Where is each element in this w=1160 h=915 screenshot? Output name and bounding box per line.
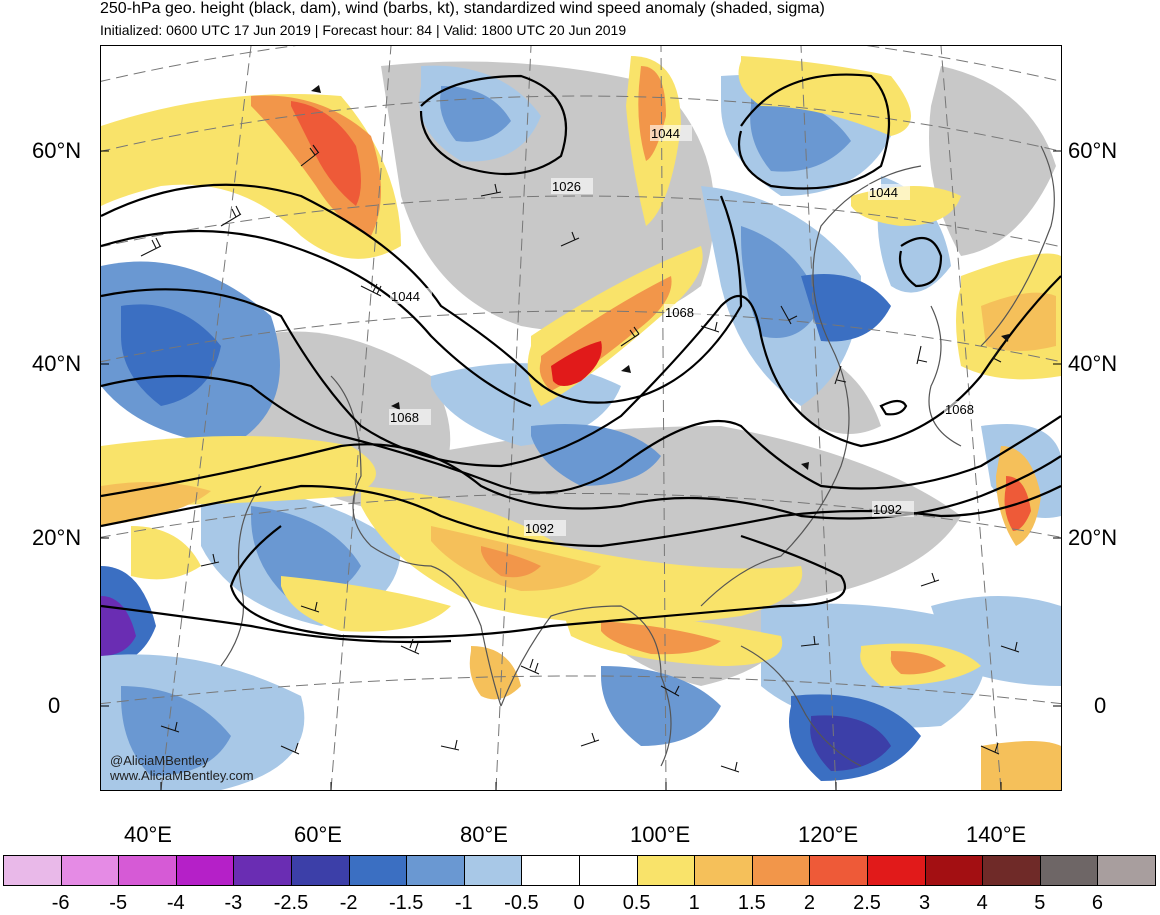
map-svg: 1026 1044 1044 1044 1068 1068 1068 1092 … xyxy=(101,46,1061,790)
lat-label-40n-left: 40°N xyxy=(32,351,82,376)
colorbar-box-2 xyxy=(118,855,177,886)
contour-label-1068-c: 1068 xyxy=(945,402,974,417)
colorbar-label-16: 4 xyxy=(976,892,988,914)
lat-label-60n-right: 60°N xyxy=(1068,138,1118,163)
height-contours xyxy=(101,73,1061,644)
lon-label-100e: 100°E xyxy=(630,822,691,847)
colorbar-box-4 xyxy=(233,855,292,886)
colorbar-box-8 xyxy=(463,855,523,886)
colorbar-box-3 xyxy=(175,855,235,886)
negative-anomaly-areas xyxy=(101,65,1061,790)
map-title: 250-hPa geo. height (black, dam), wind (… xyxy=(100,0,825,17)
contour-label-1044-a: 1044 xyxy=(651,126,680,141)
colorbar-box-1 xyxy=(60,855,120,886)
contour-label-1044-c: 1044 xyxy=(869,185,898,200)
colorbar-box-12 xyxy=(694,855,753,886)
credit-website: www.AliciaMBentley.com xyxy=(110,768,254,783)
map-panel: 1026 1044 1044 1044 1068 1068 1068 1092 … xyxy=(100,45,1062,791)
colorbar-box-19 xyxy=(1097,855,1156,886)
colorbar-label-4: -2.5 xyxy=(273,892,309,914)
lon-label-120e: 120°E xyxy=(798,822,859,847)
lat-label-40n-right: 40°N xyxy=(1068,351,1118,376)
colorbar-box-18 xyxy=(1039,855,1099,886)
colorbar-box-0 xyxy=(3,855,62,886)
lon-label-80e: 80°E xyxy=(460,822,508,847)
colorbar-label-14: 2.5 xyxy=(853,892,881,914)
colorbar-label-15: 3 xyxy=(919,892,931,914)
colorbar-label-1: -5 xyxy=(109,892,128,914)
wind-barbs xyxy=(140,144,1020,773)
colorbar-label-2: -4 xyxy=(166,892,185,914)
map-ticks xyxy=(101,150,1061,790)
colorbar-label-7: -1 xyxy=(454,892,473,914)
contour-label-1068-a: 1068 xyxy=(665,305,694,320)
colorbar-label-3: -3 xyxy=(224,892,243,914)
contour-label-1026: 1026 xyxy=(552,179,581,194)
lon-label-40e: 40°E xyxy=(124,822,172,847)
graticule xyxy=(101,46,1061,790)
colorbar-label-10: 0.5 xyxy=(622,892,651,914)
colorbar-box-15 xyxy=(867,855,926,886)
colorbar-label-13: 2 xyxy=(803,892,815,914)
colorbar-label-0: -6 xyxy=(51,892,70,914)
wind-flags xyxy=(311,85,1009,470)
colorbar-label-8: -0.5 xyxy=(504,892,539,914)
colorbar-label-11: 1 xyxy=(688,892,700,914)
colorbar-label-18: 6 xyxy=(1091,892,1103,914)
contour-label-1092-a: 1092 xyxy=(525,521,554,536)
colorbar-label-17: 5 xyxy=(1034,892,1046,914)
colorbar-label-5: -2 xyxy=(339,892,358,914)
colorbar-box-6 xyxy=(348,855,408,886)
colorbar-label-6: -1.5 xyxy=(388,892,424,914)
contour-label-1092-b: 1092 xyxy=(873,502,902,517)
colorbar-box-11 xyxy=(636,855,696,886)
colorbar-box-13 xyxy=(751,855,811,886)
contour-labels: 1026 1044 1044 1044 1068 1068 1068 1092 … xyxy=(389,125,986,536)
lon-label-140e: 140°E xyxy=(966,822,1027,847)
colorbar-label-9: 0 xyxy=(573,892,585,914)
lat-label-20n-right: 20°N xyxy=(1068,525,1118,550)
colorbar-box-5 xyxy=(291,855,350,886)
contour-label-1044-b: 1044 xyxy=(391,289,420,304)
colorbar-box-17 xyxy=(982,855,1041,886)
colorbar-box-7 xyxy=(406,855,465,886)
credit-twitter: @AliciaMBentley xyxy=(110,753,209,768)
colorbar-box-16 xyxy=(924,855,984,886)
coastlines xyxy=(220,145,1055,767)
colorbar-box-14 xyxy=(809,855,868,886)
map-subtitle: Initialized: 0600 UTC 17 Jun 2019 | Fore… xyxy=(100,22,627,38)
lat-label-60n-left: 60°N xyxy=(32,138,82,163)
contour-label-1068-b: 1068 xyxy=(390,410,419,425)
lat-label-eq-right: 0 xyxy=(1094,693,1107,718)
lat-label-eq-left: 0 xyxy=(48,693,61,718)
colorbar-box-10 xyxy=(579,855,638,886)
lon-label-60e: 60°E xyxy=(294,822,342,847)
colorbar-box-9 xyxy=(521,855,580,886)
lat-label-20n-left: 20°N xyxy=(32,525,82,550)
colorbar-label-12: 1.5 xyxy=(737,892,766,914)
